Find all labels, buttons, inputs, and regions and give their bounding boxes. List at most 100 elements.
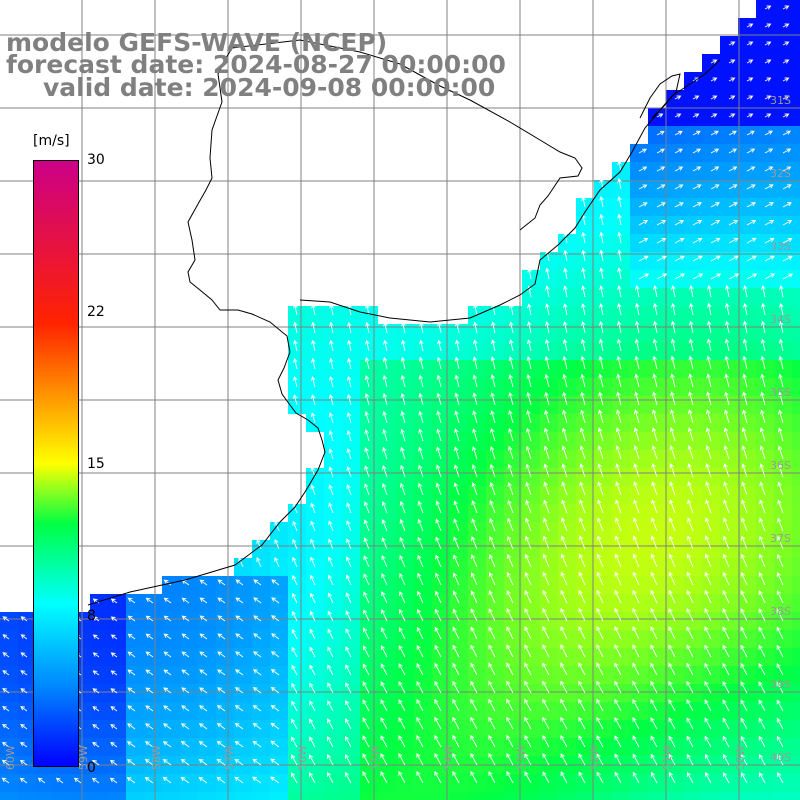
wind-arrow (488, 698, 496, 712)
wind-arrow (596, 589, 604, 604)
wind-arrow (651, 427, 658, 442)
wind-arrow (163, 651, 172, 658)
wind-arrow (362, 699, 370, 712)
wind-arrow (381, 591, 388, 604)
wind-arrow (596, 644, 604, 658)
wind-arrow (632, 717, 640, 730)
wind-arrow (216, 740, 226, 748)
wind-arrow (453, 518, 460, 532)
wind-arrow (162, 759, 172, 766)
longitude-label: 53W (515, 745, 528, 770)
wind-arrow (674, 184, 684, 190)
wind-arrow (180, 723, 190, 730)
wind-arrow (455, 321, 460, 334)
wind-arrow (650, 717, 658, 730)
wind-arrow (776, 644, 784, 658)
wind-arrow (638, 255, 649, 262)
wind-arrow (760, 373, 766, 388)
wind-arrow (20, 723, 28, 730)
wind-arrow (292, 375, 298, 388)
wind-arrow (416, 644, 424, 658)
wind-speed-cell (792, 720, 800, 738)
wind-arrow (144, 759, 154, 766)
wind-arrow (199, 579, 208, 586)
wind-arrow (527, 303, 532, 316)
wind-arrow (760, 355, 766, 370)
wind-arrow (710, 220, 721, 226)
wind-arrow (489, 499, 496, 514)
wind-arrow (543, 481, 550, 496)
wind-arrow (723, 499, 730, 514)
wind-arrow (524, 753, 532, 766)
wind-arrow (746, 237, 757, 244)
wind-arrow (417, 572, 424, 586)
wind-speed-cell (792, 162, 800, 180)
wind-arrow (638, 273, 650, 280)
wind-arrow (252, 687, 262, 694)
wind-arrow (632, 698, 640, 712)
wind-arrow (617, 213, 622, 226)
wind-arrow (759, 772, 766, 784)
wind-arrow (778, 409, 784, 424)
wind-arrow (381, 555, 388, 568)
wind-arrow (688, 320, 694, 334)
wind-arrow (92, 724, 100, 730)
wind-arrow (292, 394, 298, 406)
wind-arrow (452, 626, 460, 640)
wind-arrow (199, 597, 208, 604)
wind-arrow (686, 771, 694, 784)
wind-arrow (728, 237, 739, 244)
wind-arrow (764, 148, 774, 154)
wind-arrow (234, 776, 244, 784)
wind-arrow (668, 589, 676, 604)
wind-arrow (669, 463, 676, 478)
wind-speed-cell (792, 702, 800, 720)
colorbar-tick-30: 30 (87, 152, 105, 168)
wind-speed-cell (792, 252, 800, 270)
wind-arrow (563, 231, 568, 244)
wind-arrow (199, 687, 208, 694)
wind-speed-cell (756, 792, 774, 800)
wind-arrow (470, 590, 478, 604)
wind-arrow (2, 723, 10, 730)
wind-arrow (311, 339, 316, 352)
wind-arrow (764, 184, 774, 190)
wind-arrow (180, 758, 190, 766)
wind-arrow (400, 356, 406, 370)
wind-arrow (597, 517, 604, 532)
wind-arrow (471, 482, 478, 496)
wind-arrow (670, 338, 676, 352)
longitude-label: 54W (442, 745, 455, 770)
wind-arrow (181, 651, 190, 658)
wind-arrow (526, 339, 532, 352)
wind-arrow (363, 555, 370, 568)
wind-arrow (109, 777, 118, 784)
wind-arrow (524, 626, 532, 640)
wind-arrow (674, 95, 682, 100)
wind-arrow (418, 428, 424, 442)
wind-arrow (362, 717, 370, 730)
wind-arrow (746, 95, 754, 100)
wind-arrow (560, 662, 568, 676)
wind-arrow (674, 220, 685, 226)
wind-arrow (710, 148, 720, 154)
wind-arrow (329, 321, 334, 334)
wind-arrow (581, 267, 586, 280)
wind-arrow (364, 429, 370, 442)
wind-arrow (746, 166, 756, 172)
wind-arrow (310, 502, 316, 514)
wind-arrow (722, 681, 730, 694)
wind-arrow (544, 355, 550, 370)
wind-arrow (180, 741, 190, 748)
wind-arrow (597, 499, 604, 514)
wind-arrow (723, 481, 730, 496)
wind-arrow (434, 698, 442, 712)
wind-arrow (472, 374, 478, 388)
wind-arrow (270, 722, 280, 730)
wind-arrow (704, 680, 712, 694)
wind-arrow (596, 553, 604, 568)
wind-speed-cell (792, 234, 800, 252)
wind-arrow (145, 597, 154, 604)
wind-arrow (779, 285, 784, 298)
wind-arrow (669, 499, 676, 514)
